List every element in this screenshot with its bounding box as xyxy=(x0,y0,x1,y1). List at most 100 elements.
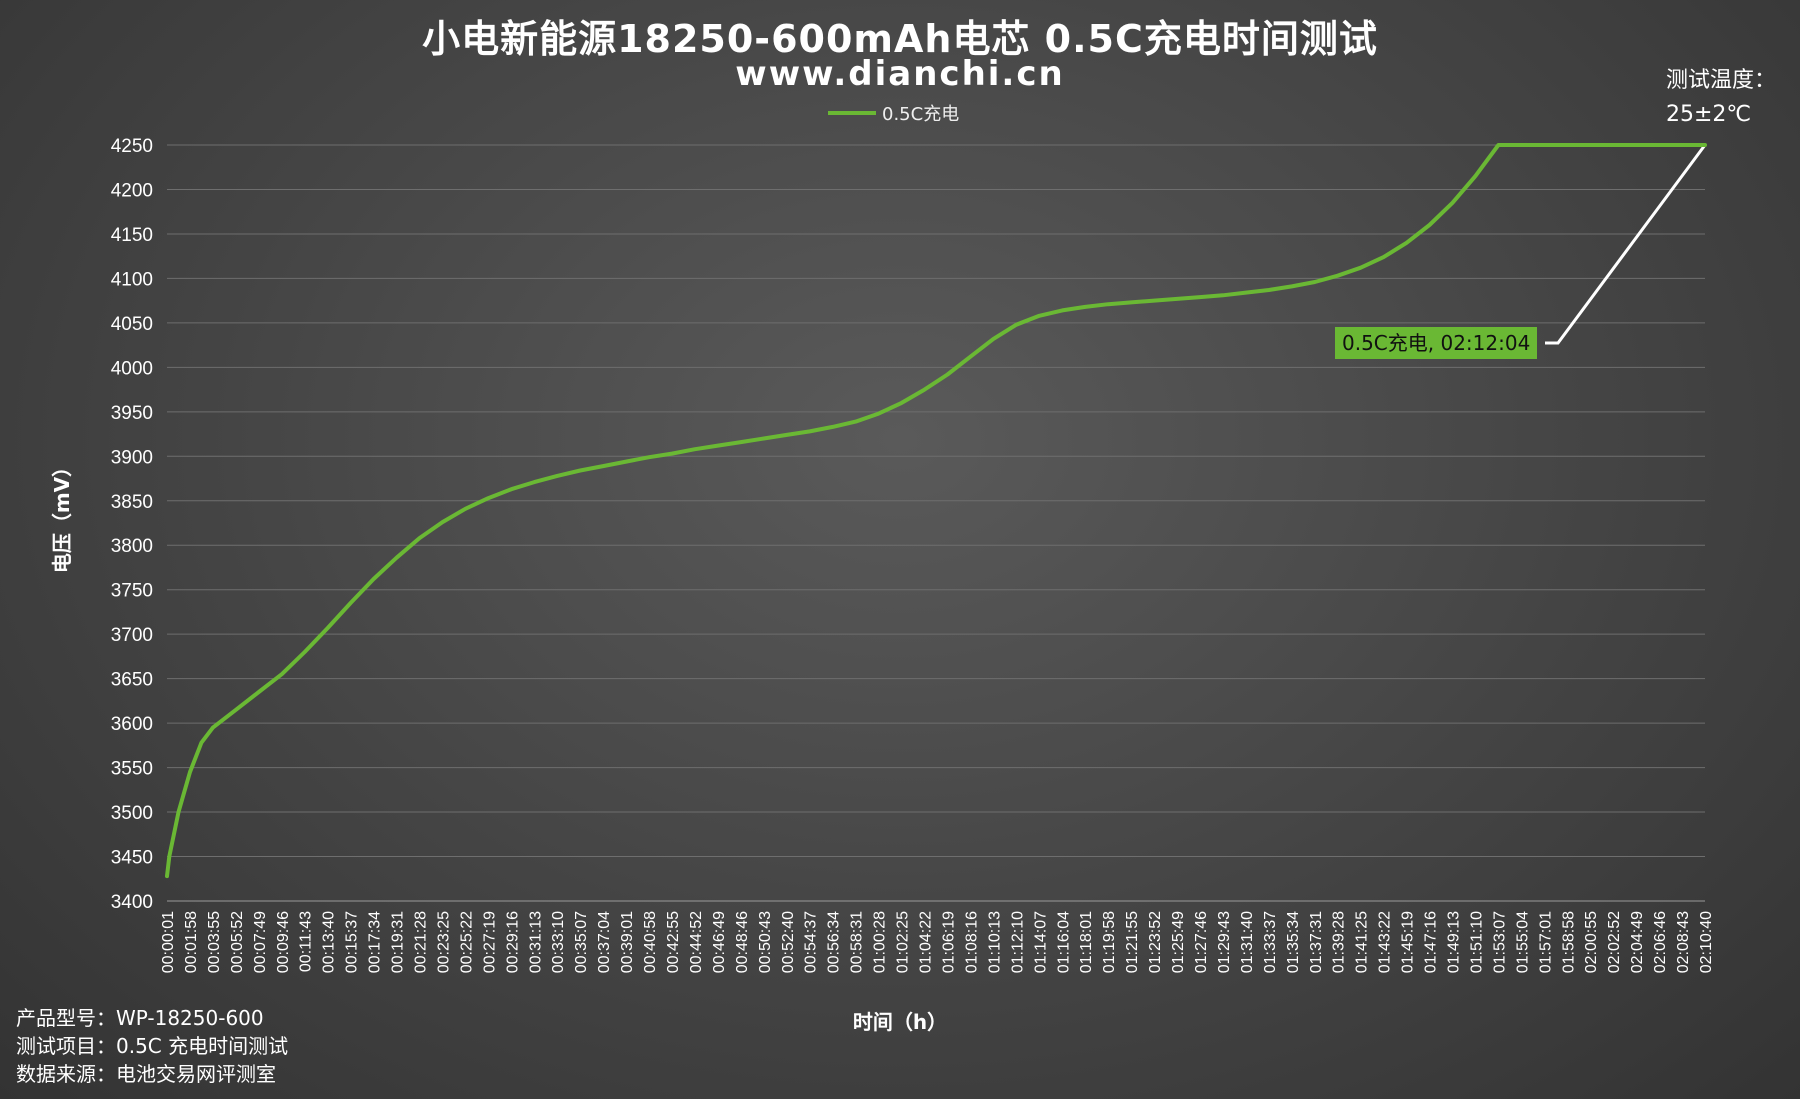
y-tick-label: 3650 xyxy=(111,670,153,691)
x-tick-label: 01:29:43 xyxy=(1216,911,1233,973)
data-source: 数据来源：电池交易网评测室 xyxy=(16,1062,276,1086)
product-model: 产品型号：WP-18250-600 xyxy=(16,1006,264,1030)
x-tick-label: 01:43:22 xyxy=(1377,911,1394,973)
x-tick-label: 02:04:49 xyxy=(1629,911,1646,973)
legend-label: 0.5C充电 xyxy=(882,104,960,125)
y-tick-label: 3400 xyxy=(111,892,153,913)
y-tick-label: 3950 xyxy=(111,403,153,424)
y-tick-label: 3550 xyxy=(111,759,153,780)
x-axis-label: 时间（h） xyxy=(852,1010,948,1034)
x-tick-label: 00:58:31 xyxy=(849,911,866,973)
x-tick-label: 01:31:40 xyxy=(1239,911,1256,973)
x-tick-label: 00:40:58 xyxy=(642,911,659,973)
x-tick-label: 01:35:34 xyxy=(1285,911,1302,973)
x-tick-label: 01:47:16 xyxy=(1423,911,1440,973)
x-tick-label: 01:18:01 xyxy=(1078,911,1095,973)
x-tick-label: 00:50:43 xyxy=(757,911,774,973)
x-tick-label: 01:51:10 xyxy=(1468,911,1485,973)
x-tick-label: 00:33:10 xyxy=(550,911,567,973)
x-tick-label: 01:00:28 xyxy=(872,911,889,973)
x-tick-label: 02:02:52 xyxy=(1606,911,1623,973)
y-tick-label: 4000 xyxy=(111,358,153,379)
x-tick-label: 00:09:46 xyxy=(275,911,292,973)
x-tick-label: 02:06:46 xyxy=(1652,911,1669,973)
y-tick-label: 4150 xyxy=(111,225,153,246)
x-tick-label: 01:25:49 xyxy=(1170,911,1187,973)
x-tick-label: 00:52:40 xyxy=(780,911,797,973)
x-tick-label: 00:07:49 xyxy=(252,911,269,973)
x-tick-label: 00:56:34 xyxy=(826,911,843,973)
x-tick-label: 00:23:25 xyxy=(435,911,452,973)
x-tick-label: 01:10:13 xyxy=(986,911,1003,973)
x-tick-label: 01:21:55 xyxy=(1124,911,1141,973)
x-tick-label: 00:42:55 xyxy=(665,911,682,973)
x-tick-label: 01:41:25 xyxy=(1354,911,1371,973)
x-tick-label: 01:04:22 xyxy=(918,911,935,973)
x-tick-label: 01:14:07 xyxy=(1032,911,1049,973)
x-tick-label: 00:46:49 xyxy=(711,911,728,973)
data-callout-label: 0.5C充电, 02:12:04 xyxy=(1335,327,1538,359)
x-tick-label: 01:12:10 xyxy=(1009,911,1026,973)
x-tick-label: 01:08:16 xyxy=(963,911,980,973)
x-tick-label: 00:19:31 xyxy=(390,911,407,973)
y-tick-label: 3750 xyxy=(111,581,153,602)
y-tick-label: 3700 xyxy=(111,625,153,646)
x-tick-label: 01:53:07 xyxy=(1491,911,1508,973)
y-tick-label: 4250 xyxy=(111,136,153,157)
chart-subtitle: www.dianchi.cn xyxy=(735,54,1065,94)
x-tick-label: 00:01:58 xyxy=(183,911,200,973)
x-tick-label: 01:58:58 xyxy=(1560,911,1577,973)
x-tick-label: 00:13:40 xyxy=(321,911,338,973)
y-tick-label: 3500 xyxy=(111,803,153,824)
x-tick-label: 01:45:19 xyxy=(1400,911,1417,973)
x-tick-label: 01:06:19 xyxy=(940,911,957,973)
x-tick-label: 01:37:31 xyxy=(1308,911,1325,973)
x-tick-label: 00:39:01 xyxy=(619,911,636,973)
y-tick-label: 4100 xyxy=(111,269,153,290)
x-tick-label: 00:29:16 xyxy=(504,911,521,973)
y-tick-label: 3800 xyxy=(111,536,153,557)
test-item: 测试项目：0.5C 充电时间测试 xyxy=(16,1034,289,1058)
legend: 0.5C充电 xyxy=(828,100,959,126)
x-tick-label: 02:00:55 xyxy=(1583,911,1600,973)
x-tick-label: 01:33:37 xyxy=(1262,911,1279,973)
x-tick-label: 00:27:19 xyxy=(481,911,498,973)
test-temperature: 测试温度： 25±2℃ xyxy=(1666,64,1786,132)
x-tick-label: 01:39:28 xyxy=(1331,911,1348,973)
temperature-value: 25±2℃ xyxy=(1666,102,1752,127)
x-tick-label: 02:10:40 xyxy=(1698,911,1715,973)
temperature-label: 测试温度： xyxy=(1666,68,1777,93)
y-tick-label: 3450 xyxy=(111,848,153,869)
x-tick-label: 00:54:37 xyxy=(803,911,820,973)
x-tick-labels: 00:00:01 00:01:58 00:03:55 00:05:52 00:07:49… xyxy=(160,911,1715,973)
grid-lines xyxy=(167,144,1705,902)
series-line-0.5c-charge xyxy=(165,143,1707,879)
x-tick-label: 00:00:01 xyxy=(160,911,177,973)
callout-leader-line xyxy=(1545,144,1707,345)
x-tick-label: 00:48:46 xyxy=(734,911,751,973)
x-tick-label: 00:44:52 xyxy=(688,911,705,973)
chart-title: 小电新能源18250-600mAh电芯 0.5C充电时间测试 xyxy=(422,17,1378,61)
x-tick-label: 00:17:34 xyxy=(367,911,384,973)
x-tick-label: 00:31:13 xyxy=(527,911,544,973)
x-tick-label: 02:08:43 xyxy=(1675,911,1692,973)
x-tick-label: 01:19:58 xyxy=(1101,911,1118,973)
x-tick-label: 00:03:55 xyxy=(206,911,223,973)
y-tick-label: 3600 xyxy=(111,714,153,735)
x-tick-label: 00:37:04 xyxy=(596,911,613,973)
x-tick-label: 00:25:22 xyxy=(458,911,475,973)
y-tick-label: 3900 xyxy=(111,447,153,468)
y-tick-label: 4050 xyxy=(111,314,153,335)
legend-swatch xyxy=(828,111,876,115)
y-tick-label: 3850 xyxy=(111,492,153,513)
x-tick-label: 00:35:07 xyxy=(573,911,590,973)
x-tick-label: 00:05:52 xyxy=(229,911,246,973)
y-tick-labels: 3400 3450 3500 3550 3600 3650 3700 3750 3800 3850… xyxy=(111,136,153,913)
product-info: 产品型号：WP-18250-600 测试项目：0.5C 充电时间测试 数据来源：… xyxy=(16,1004,288,1088)
x-tick-label: 01:49:13 xyxy=(1445,911,1462,973)
x-tick-label: 00:11:43 xyxy=(298,911,315,972)
x-tick-label: 01:57:01 xyxy=(1537,911,1554,973)
x-tick-label: 01:55:04 xyxy=(1514,911,1531,973)
x-tick-label: 01:16:04 xyxy=(1055,911,1072,973)
